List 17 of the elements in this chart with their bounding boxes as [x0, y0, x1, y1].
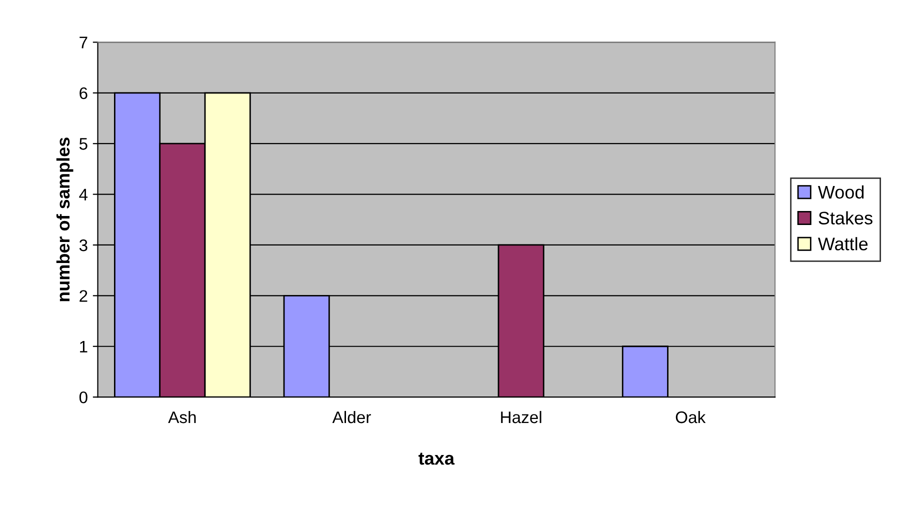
- y-tick-label: 3: [79, 239, 88, 252]
- y-tick-label: 0: [79, 391, 88, 404]
- legend-label: Stakes: [818, 211, 872, 224]
- y-tick-label: 7: [80, 36, 88, 48]
- y-tick-label: 2: [80, 290, 88, 302]
- x-tick-label: Oak: [676, 410, 706, 424]
- y-tick-label: 6: [80, 87, 88, 100]
- y-axis-title: number of samples: [56, 138, 74, 302]
- x-tick-label: Ash: [168, 410, 196, 424]
- legend-label: Wood: [818, 185, 864, 199]
- y-tick-label: 1: [80, 340, 88, 352]
- x-tick-label: Hazel: [501, 410, 542, 424]
- x-axis-title: taxa: [418, 452, 455, 465]
- y-tick-label: 4: [79, 188, 88, 200]
- legend-label: Wattle: [818, 237, 868, 250]
- x-tick-label: Alder: [332, 410, 371, 424]
- y-tick-label: 5: [79, 138, 88, 150]
